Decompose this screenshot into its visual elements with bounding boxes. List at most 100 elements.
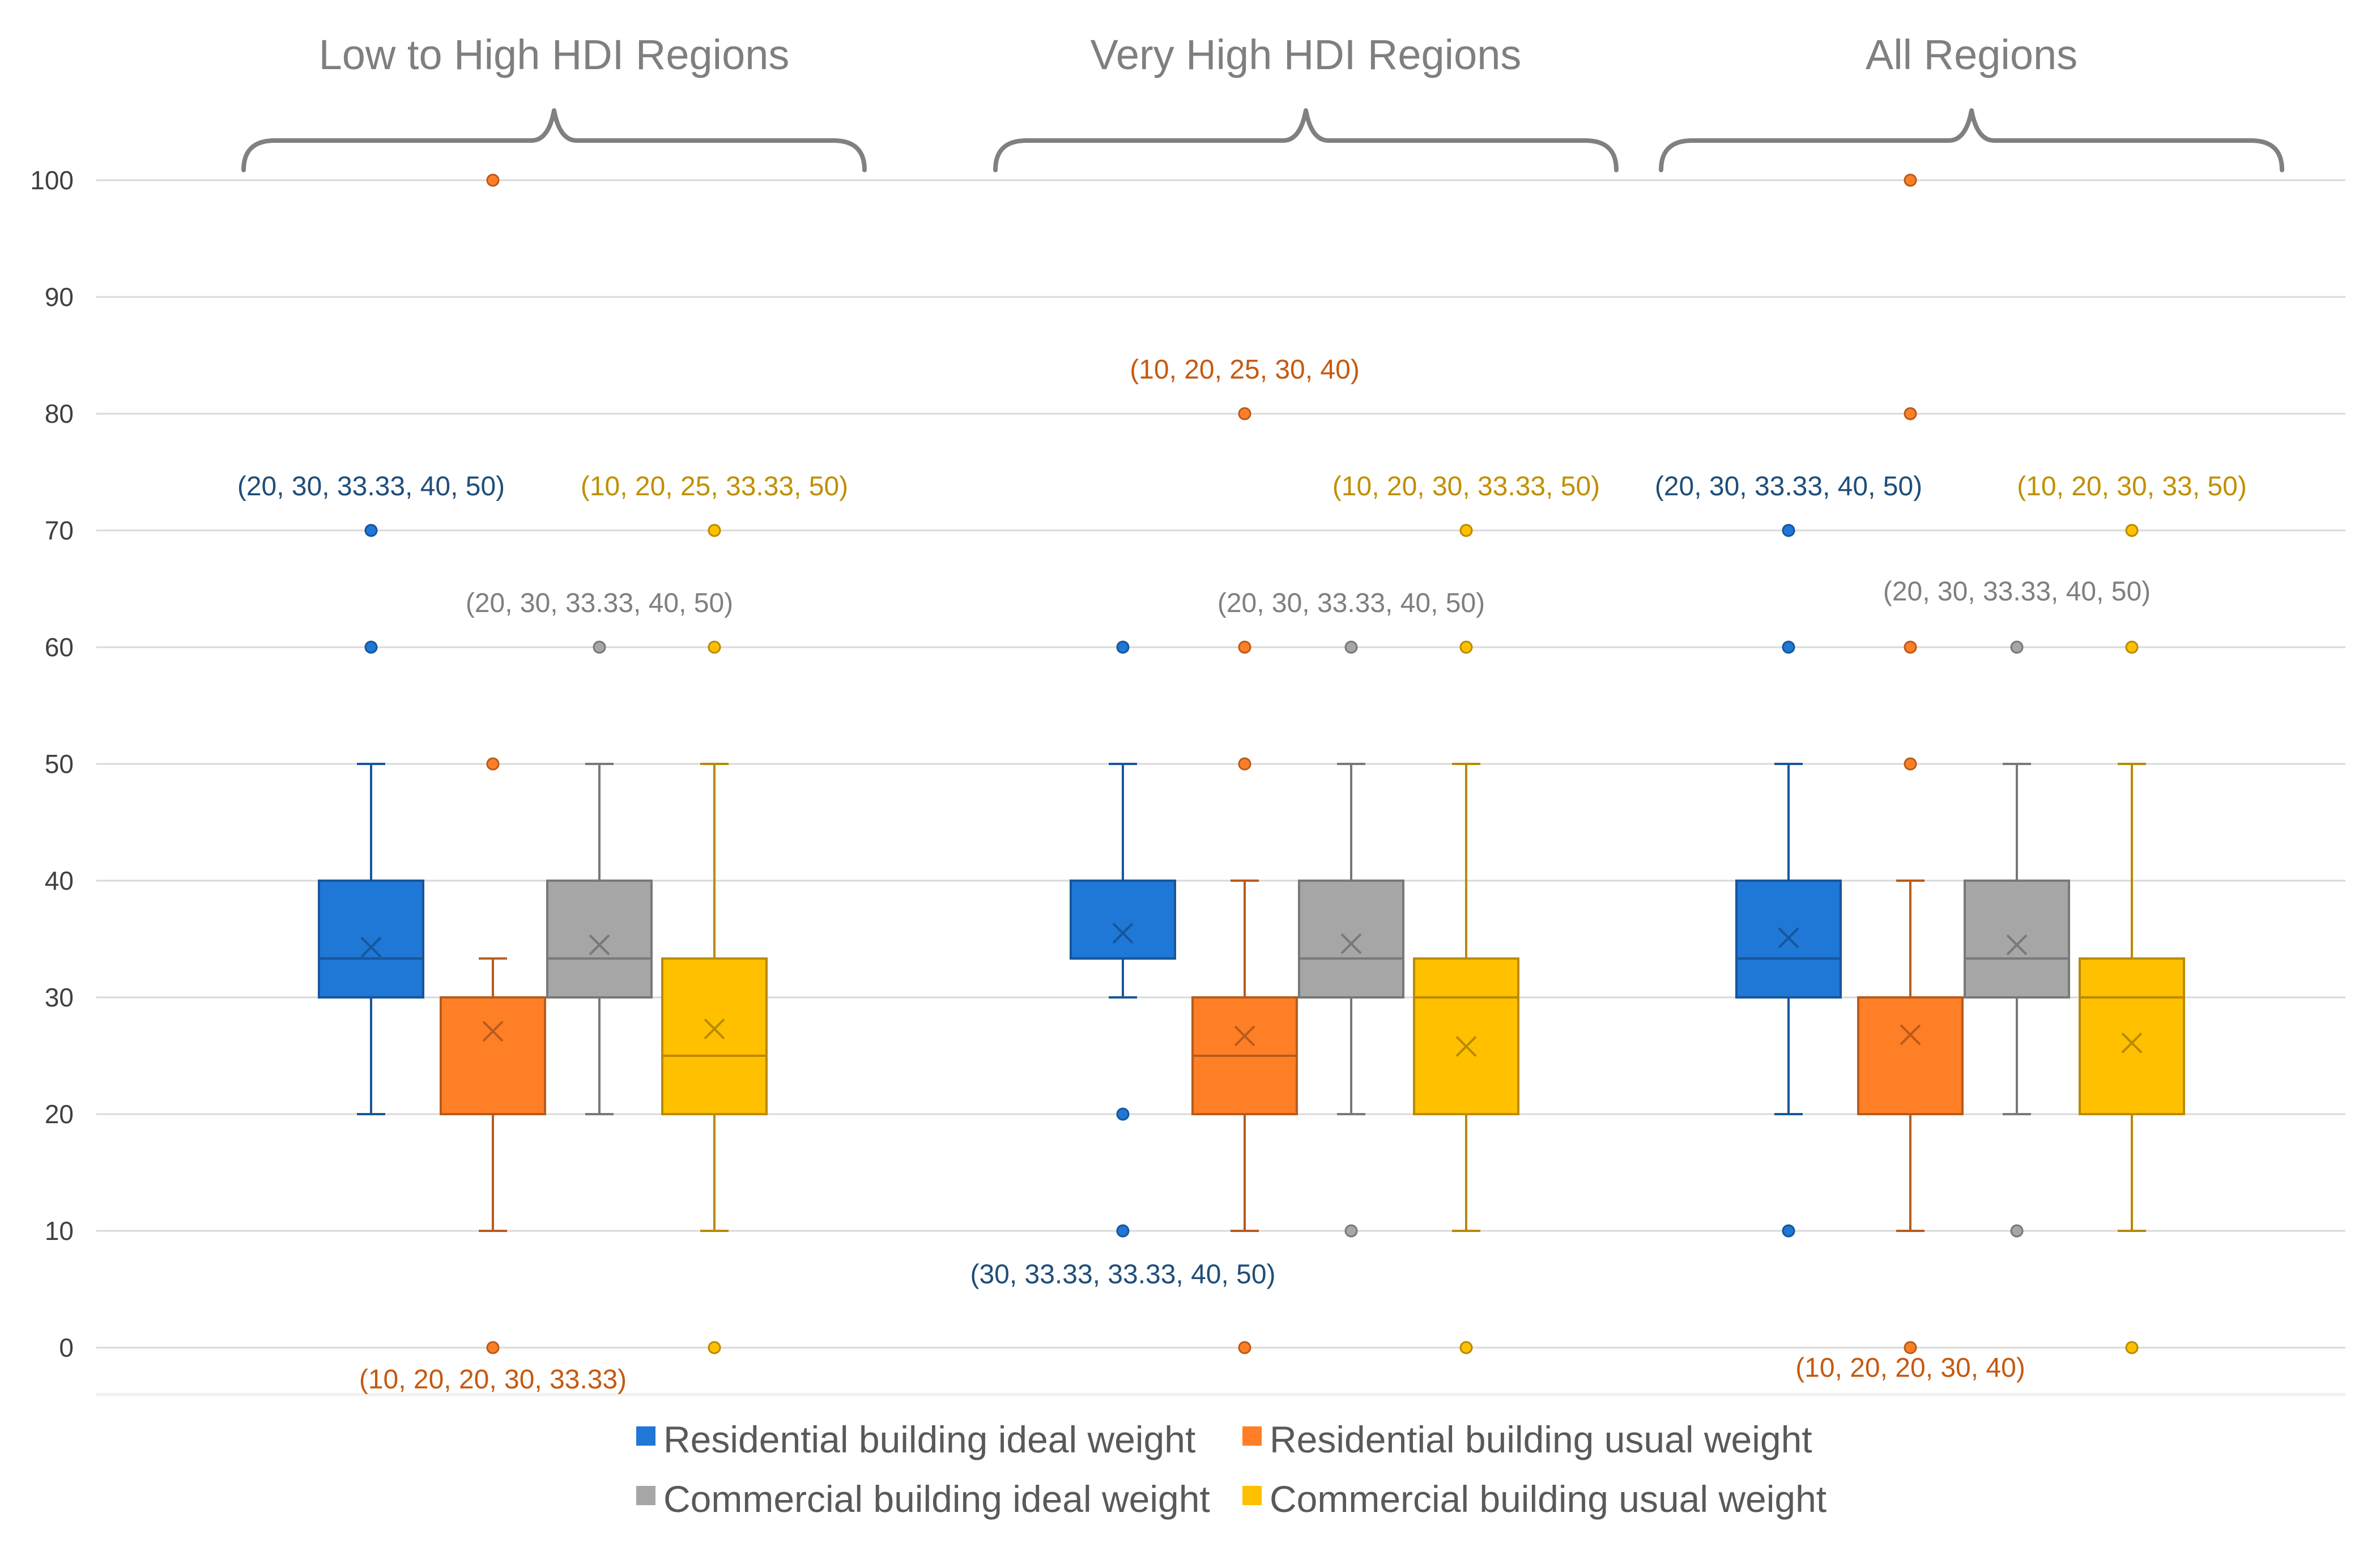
- group-brace: [993, 108, 1619, 172]
- box-0-0: [318, 524, 424, 1115]
- group-title: All Regions: [1866, 31, 2077, 78]
- box-1-2: [1298, 640, 1404, 1238]
- outlier-point: [1782, 1224, 1795, 1238]
- box-iqr: [546, 880, 653, 999]
- box-iqr: [661, 957, 768, 1115]
- y-tick-label: 90: [45, 282, 74, 312]
- outlier-point: [2010, 1224, 2024, 1238]
- five-number-annotation: (10, 20, 25, 33.33, 50): [581, 471, 848, 502]
- outlier-point: [2125, 1341, 2139, 1354]
- box-2-2: [1964, 640, 2070, 1238]
- legend-label: Commercial building ideal weight: [663, 1478, 1210, 1520]
- outlier-point: [1238, 640, 1251, 654]
- y-tick-label: 20: [45, 1099, 74, 1129]
- box-0-3: [661, 524, 768, 1354]
- outlier-point: [1904, 1341, 1917, 1354]
- mean-marker: [1112, 923, 1134, 944]
- outlier-point: [1238, 407, 1251, 420]
- legend-swatch: [636, 1426, 655, 1446]
- legend: Residential building ideal weight Residen…: [636, 1418, 1826, 1520]
- outlier-point: [1904, 173, 1917, 187]
- five-number-annotation: (10, 20, 20, 30, 33.33): [359, 1365, 627, 1395]
- five-number-annotation: (10, 20, 20, 30, 40): [1795, 1353, 2025, 1383]
- legend-label: Residential building ideal weight: [663, 1418, 1195, 1460]
- box-iqr: [1298, 880, 1404, 999]
- y-tick-label: 50: [45, 749, 74, 779]
- outlier-point: [593, 640, 606, 654]
- outlier-point: [1459, 524, 1473, 537]
- five-number-annotation: (20, 30, 33.33, 40, 50): [1655, 471, 1922, 502]
- mean-marker: [482, 1021, 504, 1042]
- y-tick-label: 100: [30, 165, 74, 195]
- box-0-1: [440, 173, 546, 1354]
- mean-marker: [2121, 1032, 2143, 1054]
- annotations: (20, 30, 33.33, 40, 50) (10, 20, 25, 33.3…: [237, 355, 2247, 1395]
- legend-label: Commercial building usual weight: [1270, 1478, 1826, 1520]
- mean-marker: [589, 934, 610, 955]
- outlier-point: [1238, 1341, 1251, 1354]
- group-title: Low to High HDI Regions: [319, 31, 790, 78]
- outlier-point: [1904, 757, 1917, 771]
- mean-marker: [1455, 1036, 1477, 1057]
- group-brace: [1659, 108, 2284, 172]
- mean-marker: [1900, 1024, 1921, 1046]
- box-iqr: [1413, 957, 1519, 1115]
- outlier-point: [1238, 757, 1251, 771]
- outlier-point: [708, 524, 721, 537]
- box-0-2: [546, 640, 653, 1115]
- plot-area: [318, 173, 2185, 1354]
- legend-swatch: [636, 1486, 655, 1505]
- outlier-point: [708, 640, 721, 654]
- box-2-0: [1735, 524, 1842, 1238]
- outlier-point: [2010, 640, 2024, 654]
- box-iqr: [1070, 880, 1176, 960]
- legend-item: Residential building usual weight: [1242, 1418, 1812, 1460]
- five-number-annotation: (20, 30, 33.33, 40, 50): [466, 588, 733, 618]
- group-headers: Low to High HDI Regions Very High HDI Reg…: [241, 31, 2284, 172]
- y-tick-label: 30: [45, 983, 74, 1012]
- five-number-annotation: (30, 33.33, 33.33, 40, 50): [970, 1260, 1275, 1290]
- five-number-annotation: (10, 20, 30, 33, 50): [2017, 471, 2247, 502]
- outlier-point: [1459, 640, 1473, 654]
- box-2-3: [2079, 524, 2185, 1354]
- outlier-point: [1116, 1107, 1130, 1121]
- outlier-point: [486, 1341, 500, 1354]
- outlier-point: [1904, 640, 1917, 654]
- outlier-point: [1344, 640, 1358, 654]
- box-1-1: [1191, 407, 1298, 1354]
- outlier-point: [1904, 407, 1917, 420]
- mean-marker: [1340, 933, 1362, 954]
- box-iqr: [2079, 957, 2185, 1115]
- y-tick-label: 60: [45, 632, 74, 662]
- y-tick-label: 70: [45, 516, 74, 545]
- legend-item: Commercial building ideal weight: [636, 1478, 1210, 1520]
- five-number-annotation: (10, 20, 25, 30, 40): [1130, 355, 1360, 385]
- mean-marker: [1234, 1025, 1255, 1047]
- outlier-point: [708, 1341, 721, 1354]
- legend-item: Commercial building usual weight: [1242, 1478, 1826, 1520]
- y-tick-label: 10: [45, 1216, 74, 1246]
- outlier-point: [1782, 640, 1795, 654]
- y-tick-label: 40: [45, 866, 74, 895]
- five-number-annotation: (20, 30, 33.33, 40, 50): [237, 471, 505, 502]
- outlier-point: [2125, 524, 2139, 537]
- plot-bottom-band: [96, 1393, 2345, 1396]
- outlier-point: [1344, 1224, 1358, 1238]
- outlier-point: [1782, 524, 1795, 537]
- legend-swatch: [1242, 1426, 1262, 1446]
- legend-label: Residential building usual weight: [1270, 1418, 1812, 1460]
- box-iqr: [1964, 880, 2070, 999]
- outlier-point: [1116, 1224, 1130, 1238]
- outlier-point: [2125, 640, 2139, 654]
- mean-marker: [1778, 927, 1799, 949]
- box-2-1: [1857, 173, 1964, 1354]
- y-tick-label: 0: [59, 1333, 74, 1362]
- five-number-annotation: (20, 30, 33.33, 40, 50): [1883, 577, 2151, 607]
- mean-marker: [360, 937, 382, 958]
- group-brace: [241, 108, 867, 172]
- box-1-3: [1413, 524, 1519, 1354]
- five-number-annotation: (20, 30, 33.33, 40, 50): [1217, 588, 1485, 618]
- group-title: Very High HDI Regions: [1091, 31, 1522, 78]
- outlier-point: [1116, 640, 1130, 654]
